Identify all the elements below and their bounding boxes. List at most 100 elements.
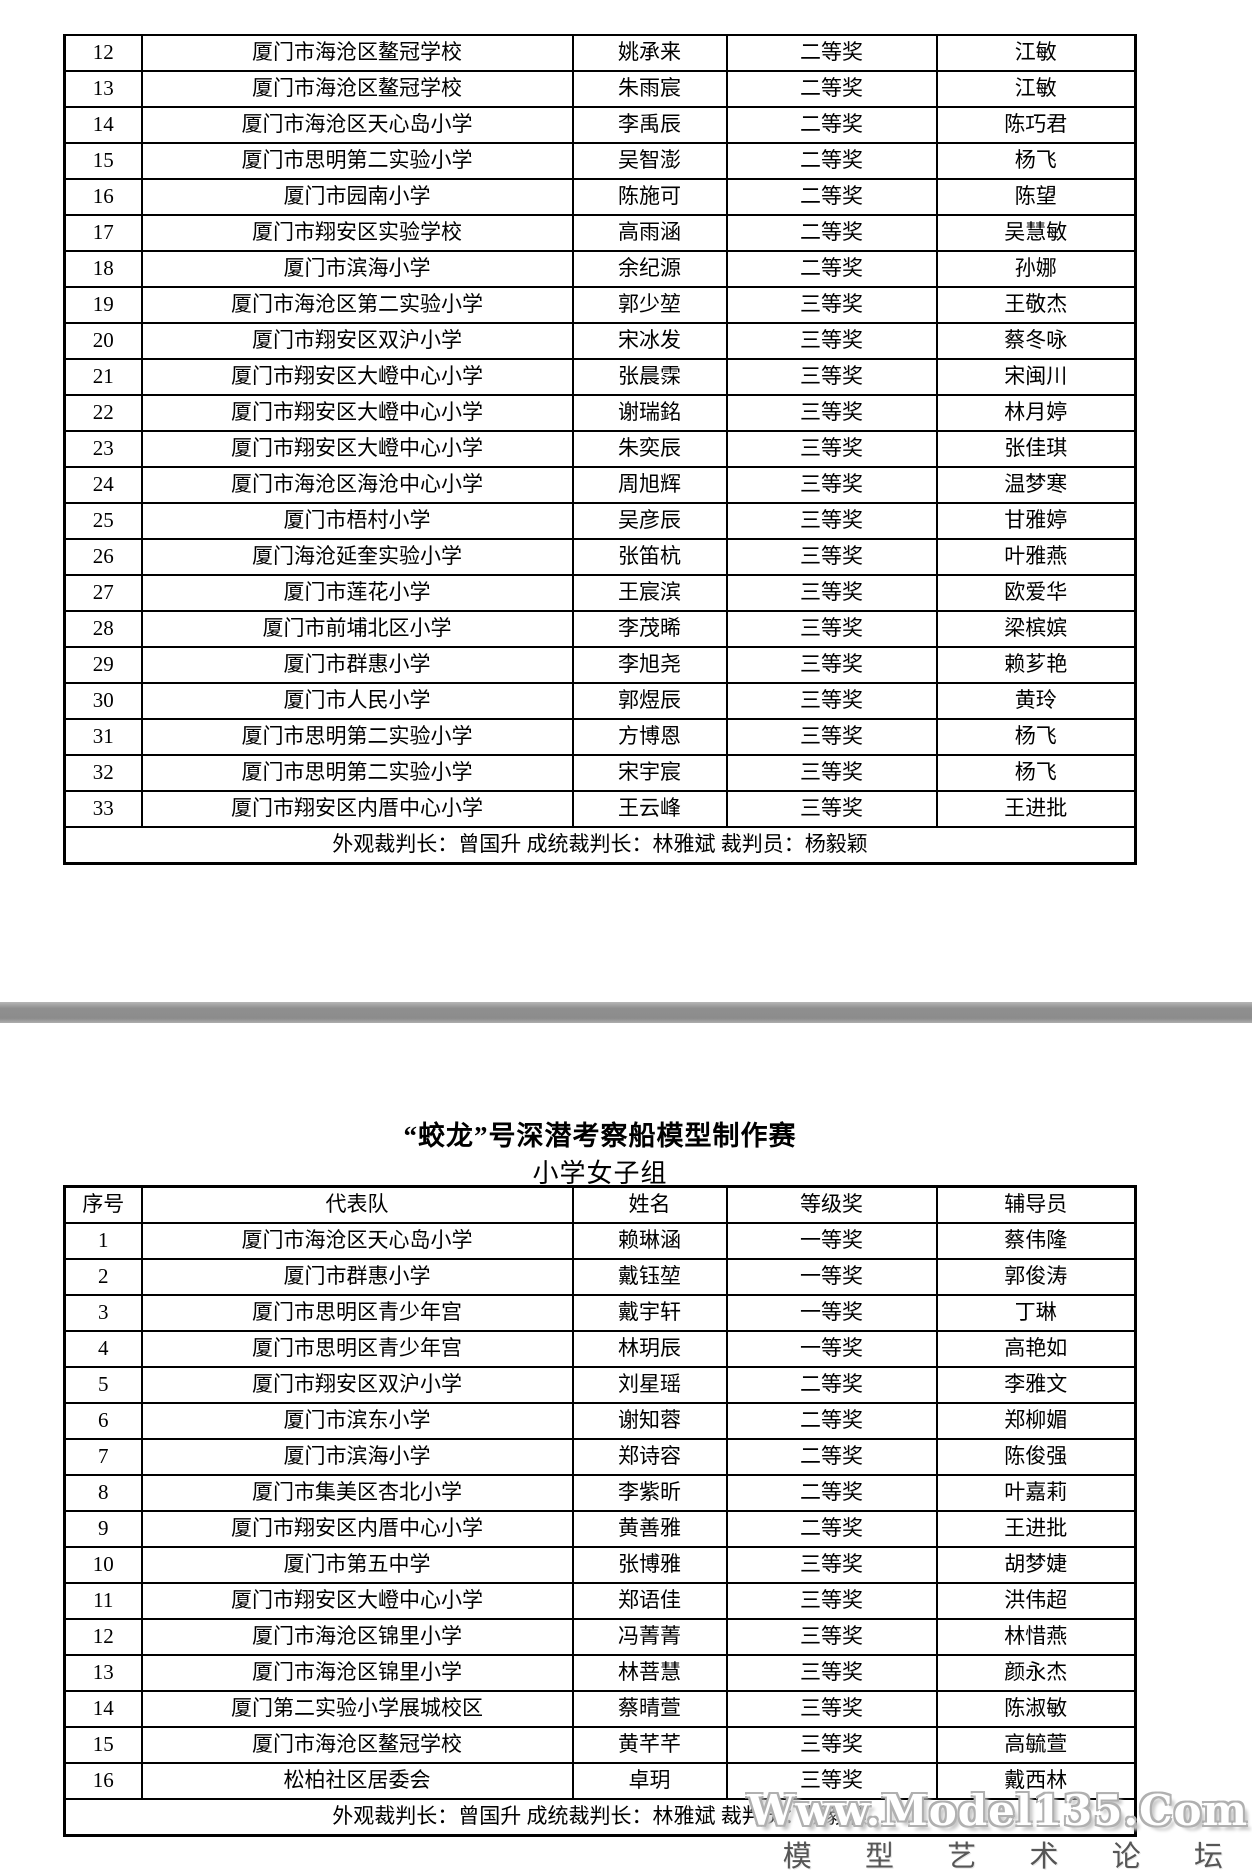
cell-name: 郑诗容 (571, 1438, 728, 1476)
cell-serial: 29 (63, 646, 143, 684)
cell-name: 姚承来 (571, 34, 728, 72)
cell-name: 林玥辰 (571, 1330, 728, 1368)
cell-coach: 杨飞 (935, 142, 1137, 180)
table-row: 23 厦门市翔安区大嶝中心小学 朱奕辰 三等奖 张佳琪 (63, 430, 1137, 468)
awards-table-2-body: 1 厦门市海沧区天心岛小学 赖琳涵 一等奖 蔡伟隆 2 厦门市群惠小学 戴钰堃 … (63, 1222, 1137, 1800)
table-row: 2 厦门市群惠小学 戴钰堃 一等奖 郭俊涛 (63, 1258, 1137, 1296)
table-row: 12 厦门市海沧区鳌冠学校 姚承来 二等奖 江敏 (63, 34, 1137, 72)
cell-team: 厦门市海沧区鳌冠学校 (140, 1726, 574, 1764)
awards-table-2-footer: 外观裁判长：曾国升 成统裁判长：林雅斌 裁判员：杨毅颖 (63, 1798, 1137, 1837)
cell-serial: 18 (63, 250, 143, 288)
table-row: 20 厦门市翔安区双沪小学 宋冰发 三等奖 蔡冬咏 (63, 322, 1137, 360)
cell-coach: 高艳如 (935, 1330, 1137, 1368)
cell-team: 厦门市翔安区内厝中心小学 (140, 790, 574, 828)
cell-award: 三等奖 (725, 790, 938, 828)
cell-coach: 叶雅燕 (935, 538, 1137, 576)
cell-serial: 17 (63, 214, 143, 252)
cell-coach: 甘雅婷 (935, 502, 1137, 540)
cell-team: 厦门第二实验小学展城校区 (140, 1690, 574, 1728)
table-row: 9 厦门市翔安区内厝中心小学 黄善雅 二等奖 王进批 (63, 1510, 1137, 1548)
cell-serial: 28 (63, 610, 143, 648)
cell-coach: 叶嘉莉 (935, 1474, 1137, 1512)
cell-serial: 15 (63, 142, 143, 180)
cell-serial: 12 (63, 34, 143, 72)
cell-name: 谢瑞銘 (571, 394, 728, 432)
cell-award: 三等奖 (725, 610, 938, 648)
table-row: 16 松柏社区居委会 卓玥 三等奖 戴西林 (63, 1762, 1137, 1800)
cell-name: 林菩慧 (571, 1654, 728, 1692)
cell-name: 戴宇轩 (571, 1294, 728, 1332)
cell-coach: 林惜燕 (935, 1618, 1137, 1656)
table-row: 1 厦门市海沧区天心岛小学 赖琳涵 一等奖 蔡伟隆 (63, 1222, 1137, 1260)
cell-coach: 陈望 (935, 178, 1137, 216)
cell-award: 一等奖 (725, 1258, 938, 1296)
cell-award: 三等奖 (725, 1618, 938, 1656)
cell-team: 厦门市滨海小学 (140, 1438, 574, 1476)
table-row: 13 厦门市海沧区锦里小学 林菩慧 三等奖 颜永杰 (63, 1654, 1137, 1692)
cell-award: 三等奖 (725, 1726, 938, 1764)
cell-name: 周旭辉 (571, 466, 728, 504)
cell-award: 二等奖 (725, 106, 938, 144)
cell-name: 王云峰 (571, 790, 728, 828)
cell-coach: 陈巧君 (935, 106, 1137, 144)
table-row: 5 厦门市翔安区双沪小学 刘星瑶 二等奖 李雅文 (63, 1366, 1137, 1404)
cell-team: 厦门市海沧区鳌冠学校 (140, 34, 574, 72)
cell-serial: 21 (63, 358, 143, 396)
cell-name: 吴彦辰 (571, 502, 728, 540)
cell-coach: 颜永杰 (935, 1654, 1137, 1692)
cell-coach: 蔡冬咏 (935, 322, 1137, 360)
table-row: 15 厦门市思明第二实验小学 吴智澎 二等奖 杨飞 (63, 142, 1137, 180)
cell-award: 三等奖 (725, 1546, 938, 1584)
cell-name: 冯菁菁 (571, 1618, 728, 1656)
cell-serial: 13 (63, 1654, 143, 1692)
judges-footer: 外观裁判长：曾国升 成统裁判长：林雅斌 裁判员：杨毅颖 (63, 826, 1137, 865)
cell-serial: 5 (63, 1366, 143, 1404)
cell-serial: 20 (63, 322, 143, 360)
table-row: 18 厦门市滨海小学 余纪源 二等奖 孙娜 (63, 250, 1137, 288)
cell-serial: 12 (63, 1618, 143, 1656)
cell-name: 方博恩 (571, 718, 728, 756)
cell-serial: 23 (63, 430, 143, 468)
cell-award: 二等奖 (725, 1438, 938, 1476)
cell-team: 厦门市海沧区海沧中心小学 (140, 466, 574, 504)
col-header-serial: 序号 (63, 1185, 143, 1224)
table-row: 24 厦门市海沧区海沧中心小学 周旭辉 三等奖 温梦寒 (63, 466, 1137, 504)
cell-team: 厦门市翔安区大嶝中心小学 (140, 1582, 574, 1620)
cell-team: 厦门市群惠小学 (140, 1258, 574, 1296)
cell-award: 二等奖 (725, 1366, 938, 1404)
cell-team: 厦门市群惠小学 (140, 646, 574, 684)
cell-serial: 31 (63, 718, 143, 756)
cell-serial: 24 (63, 466, 143, 504)
cell-name: 赖琳涵 (571, 1222, 728, 1260)
cell-name: 卓玥 (571, 1762, 728, 1800)
table-row: 30 厦门市人民小学 郭煜辰 三等奖 黄玲 (63, 682, 1137, 720)
cell-team: 厦门市思明区青少年宫 (140, 1294, 574, 1332)
awards-table-2-head: 序号 代表队 姓名 等级奖 辅导员 (63, 1185, 1137, 1224)
cell-team: 厦门市翔安区实验学校 (140, 214, 574, 252)
cell-team: 厦门市思明第二实验小学 (140, 754, 574, 792)
cell-award: 一等奖 (725, 1222, 938, 1260)
cell-award: 二等奖 (725, 70, 938, 108)
table-row: 29 厦门市群惠小学 李旭尧 三等奖 赖芗艳 (63, 646, 1137, 684)
cell-team: 厦门市海沧区第二实验小学 (140, 286, 574, 324)
cell-name: 刘星瑶 (571, 1366, 728, 1404)
cell-coach: 丁琳 (935, 1294, 1137, 1332)
table-row: 7 厦门市滨海小学 郑诗容 二等奖 陈俊强 (63, 1438, 1137, 1476)
cell-serial: 2 (63, 1258, 143, 1296)
cell-coach: 郭俊涛 (935, 1258, 1137, 1296)
cell-award: 一等奖 (725, 1294, 938, 1332)
cell-name: 陈施可 (571, 178, 728, 216)
cell-team: 厦门海沧延奎实验小学 (140, 538, 574, 576)
cell-name: 张晨霂 (571, 358, 728, 396)
cell-name: 李旭尧 (571, 646, 728, 684)
cell-name: 李茂晞 (571, 610, 728, 648)
cell-name: 李紫昕 (571, 1474, 728, 1512)
cell-coach: 宋闽川 (935, 358, 1137, 396)
table-row: 28 厦门市前埔北区小学 李茂晞 三等奖 梁槟嫔 (63, 610, 1137, 648)
cell-team: 厦门市思明第二实验小学 (140, 718, 574, 756)
watermark-site-url: Www.Model135.Com (747, 1786, 1248, 1835)
cell-team: 松柏社区居委会 (140, 1762, 574, 1800)
table-row: 3 厦门市思明区青少年宫 戴宇轩 一等奖 丁琳 (63, 1294, 1137, 1332)
cell-name: 郭少堃 (571, 286, 728, 324)
cell-coach: 孙娜 (935, 250, 1137, 288)
